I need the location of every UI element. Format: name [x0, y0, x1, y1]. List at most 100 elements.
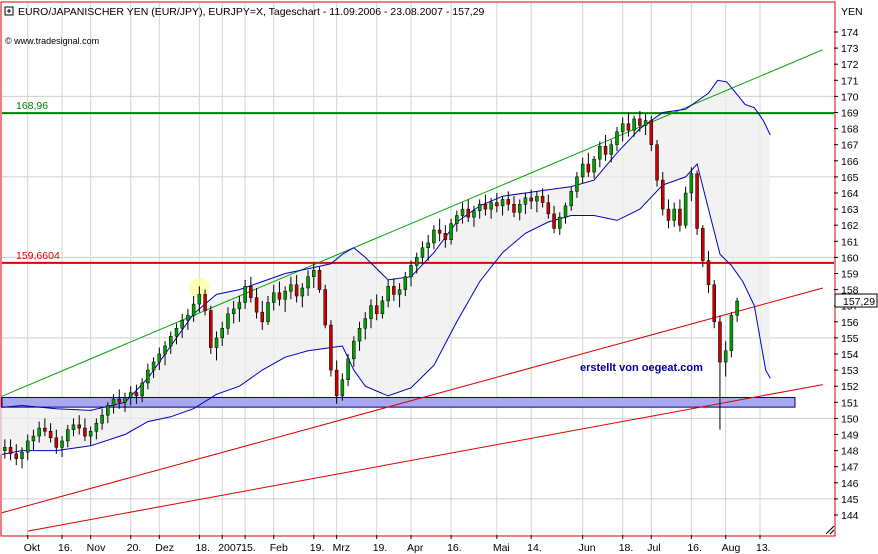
y-tick-label: 172 [841, 59, 859, 71]
y-tick-label: 163 [841, 204, 859, 216]
candle-up [94, 422, 99, 432]
candle-down [48, 431, 53, 438]
x-tick-label: Nov [87, 542, 106, 554]
y-tick-label: 171 [841, 75, 859, 87]
candle-up [214, 337, 219, 348]
candle-up [88, 431, 93, 437]
candle-up [180, 319, 184, 329]
candle-up [271, 292, 276, 303]
candle-up [620, 123, 625, 133]
candle-down [586, 163, 591, 173]
y-tick-label: 153 [841, 365, 859, 377]
candle-down [506, 199, 511, 205]
candle-down [678, 208, 682, 226]
trendlines [2, 49, 824, 532]
candle-up [151, 361, 156, 371]
x-tick-label: Dez [155, 542, 174, 554]
candle-up [409, 265, 413, 277]
candle-up [563, 205, 568, 218]
candle-up [111, 398, 116, 406]
candle-up [500, 199, 505, 207]
y-tick-label: 173 [841, 43, 859, 55]
candle-down [374, 305, 379, 315]
candle-up [289, 284, 293, 292]
trendline [2, 49, 824, 397]
candle-down [638, 118, 642, 126]
x-tick-label: Jun [579, 542, 596, 554]
candle-down [706, 260, 711, 286]
resize-handle-icon[interactable] [825, 525, 835, 535]
candle-down [277, 292, 282, 300]
candle-down [649, 120, 654, 145]
candle-up [266, 302, 270, 323]
candle-up [306, 276, 310, 289]
candle-up [191, 303, 196, 316]
x-tick-label: 19. [373, 542, 388, 554]
candle-down [483, 204, 488, 210]
candle-down [437, 229, 442, 234]
candle-up [106, 405, 110, 416]
candle-up [426, 242, 430, 248]
level-label: 159,6604 [16, 250, 60, 262]
candle-down [77, 424, 81, 429]
x-tick-label: Aug [722, 542, 741, 554]
trendline [2, 287, 824, 514]
y-tick-label: 144 [841, 510, 859, 522]
x-tick-label: Mai [493, 542, 510, 554]
candle-down [495, 202, 499, 207]
candle-up [20, 451, 24, 459]
x-tick-label: 18. [195, 542, 210, 554]
price-candles [3, 110, 739, 469]
x-tick-label: 16. [687, 542, 702, 554]
y-tick-label: 146 [841, 478, 859, 490]
candle-up [220, 327, 224, 339]
x-tick-label: Apr [407, 542, 424, 554]
y-tick-label: 167 [841, 140, 859, 152]
x-axis: Okt 16. Nov 20. Dez 18. 2007 15. Feb 19. Mrz 19. Apr… [24, 535, 771, 554]
candle-up [312, 270, 316, 277]
candle-up [3, 447, 7, 451]
candle-up [340, 379, 345, 397]
candle-up [363, 318, 368, 329]
candle-up [352, 340, 356, 360]
candle-up [517, 204, 522, 213]
candle-down [134, 392, 139, 397]
support-zone-rect [1, 396, 796, 408]
y-tick-label: 156 [841, 317, 859, 329]
candle-up [432, 229, 436, 244]
candle-up [146, 369, 150, 384]
candle-up [157, 353, 162, 363]
source-credit: © www.tradesignal.com [5, 36, 99, 46]
candle-up [397, 289, 402, 295]
x-tick-label: Feb [270, 542, 288, 554]
candle-up [535, 195, 539, 202]
y-tick-label: 148 [841, 446, 859, 458]
candle-up [243, 286, 247, 303]
x-tick-label: 2007 [218, 542, 242, 554]
candle-down [660, 179, 665, 210]
x-tick-label: Mrz [333, 542, 351, 554]
candle-down [329, 324, 333, 371]
candle-up [60, 440, 64, 448]
candle-down [203, 294, 207, 311]
y-tick-label: 154 [841, 349, 859, 361]
y-tick-label: 150 [841, 413, 859, 425]
candle-down [54, 437, 59, 448]
candle-up [369, 305, 373, 319]
candle-up [643, 120, 648, 126]
candle-up [100, 414, 104, 424]
candle-up [632, 118, 636, 131]
candle-down [712, 284, 716, 323]
candle-up [580, 163, 585, 178]
candle-up [403, 276, 408, 290]
candle-up [237, 302, 242, 310]
candle-down [392, 286, 396, 295]
x-tick-label: 14. [527, 542, 542, 554]
candle-up [168, 336, 173, 347]
y-tick-label: 160 [841, 252, 859, 264]
candle-up [723, 350, 728, 363]
candle-up [672, 208, 676, 221]
candle-down [317, 270, 322, 290]
candle-up [598, 146, 602, 160]
